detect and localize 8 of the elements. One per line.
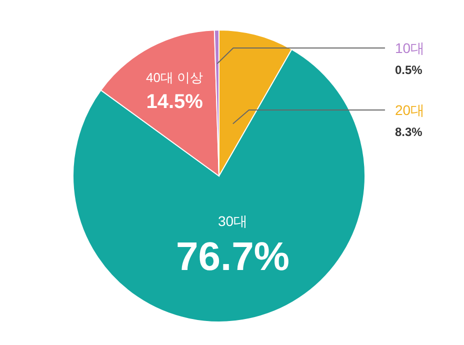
data-label: 0.5% xyxy=(395,63,423,77)
slice-label: 20대 xyxy=(395,102,425,118)
data-label: 76.7% xyxy=(176,235,290,280)
data-label: 14.5% xyxy=(146,91,204,114)
slice-label: 30대 xyxy=(218,213,248,230)
data-label: 8.3% xyxy=(395,125,423,139)
slice-label: 10대 xyxy=(395,40,425,56)
slice-label: 40대 이상 xyxy=(146,70,204,86)
